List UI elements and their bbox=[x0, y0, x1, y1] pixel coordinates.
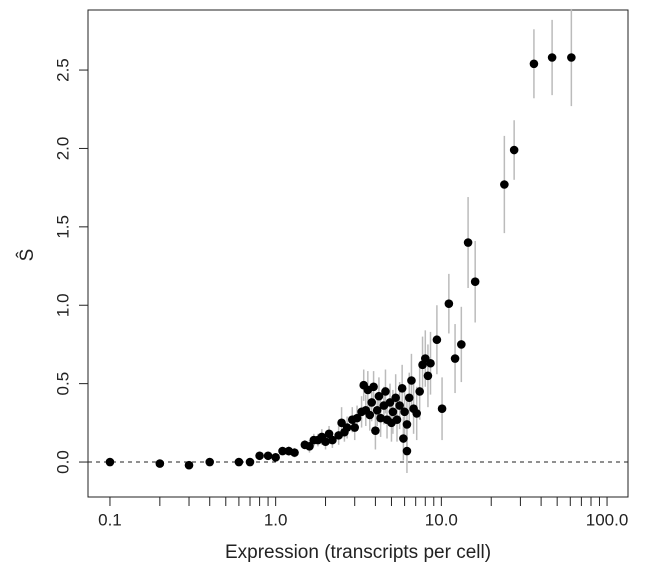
point bbox=[407, 376, 416, 385]
plot-frame bbox=[87, 9, 629, 498]
point bbox=[444, 299, 454, 308]
point bbox=[372, 405, 382, 415]
point bbox=[374, 391, 384, 401]
point bbox=[352, 413, 362, 423]
point bbox=[271, 453, 280, 462]
point bbox=[402, 446, 412, 456]
point bbox=[388, 407, 398, 417]
point bbox=[350, 423, 360, 432]
x-tick-label: 1.0 bbox=[264, 510, 288, 529]
point bbox=[529, 59, 539, 69]
point bbox=[255, 451, 264, 461]
point bbox=[385, 398, 395, 407]
point bbox=[399, 434, 408, 443]
point bbox=[415, 387, 424, 396]
point bbox=[509, 145, 519, 155]
point bbox=[371, 426, 380, 435]
y-tick-label: 1.0 bbox=[53, 293, 72, 317]
point bbox=[367, 398, 377, 407]
point bbox=[392, 415, 402, 425]
point bbox=[437, 404, 447, 414]
point bbox=[342, 423, 352, 432]
point bbox=[369, 382, 378, 392]
point bbox=[400, 407, 409, 417]
point bbox=[470, 277, 480, 287]
x-axis-title: Expression (transcripts per cell) bbox=[225, 542, 491, 563]
y-tick-label: 0.0 bbox=[53, 450, 72, 474]
y-tick-label: 2.5 bbox=[53, 58, 72, 82]
point bbox=[205, 457, 215, 467]
point bbox=[391, 393, 400, 403]
y-tick-label: 1.5 bbox=[53, 215, 72, 239]
y-tick-label: 2.0 bbox=[53, 137, 72, 161]
point bbox=[263, 451, 273, 461]
point bbox=[328, 435, 337, 445]
point bbox=[547, 53, 557, 62]
point bbox=[397, 384, 407, 393]
x-tick-label: 10.0 bbox=[425, 510, 458, 529]
x-tick-label: 100.0 bbox=[586, 510, 629, 529]
y-axis-title: Ŝ bbox=[16, 249, 38, 262]
point bbox=[423, 371, 433, 381]
point bbox=[395, 401, 404, 410]
point bbox=[426, 358, 435, 368]
point bbox=[155, 459, 165, 468]
point bbox=[432, 335, 442, 345]
point bbox=[184, 460, 194, 470]
point bbox=[457, 340, 466, 349]
point bbox=[463, 238, 473, 247]
point bbox=[450, 354, 460, 363]
point bbox=[278, 446, 287, 456]
x-tick-label: 0.1 bbox=[98, 510, 122, 529]
point bbox=[500, 180, 509, 189]
point bbox=[105, 457, 115, 467]
y-tick-label: 0.5 bbox=[53, 372, 72, 396]
point bbox=[290, 448, 299, 457]
point bbox=[245, 457, 255, 467]
point bbox=[321, 437, 330, 446]
point bbox=[567, 53, 576, 62]
point bbox=[412, 409, 422, 418]
point bbox=[402, 420, 412, 429]
point bbox=[305, 442, 314, 451]
point bbox=[381, 387, 390, 396]
point bbox=[234, 457, 244, 467]
point bbox=[404, 393, 414, 403]
point bbox=[365, 410, 375, 420]
